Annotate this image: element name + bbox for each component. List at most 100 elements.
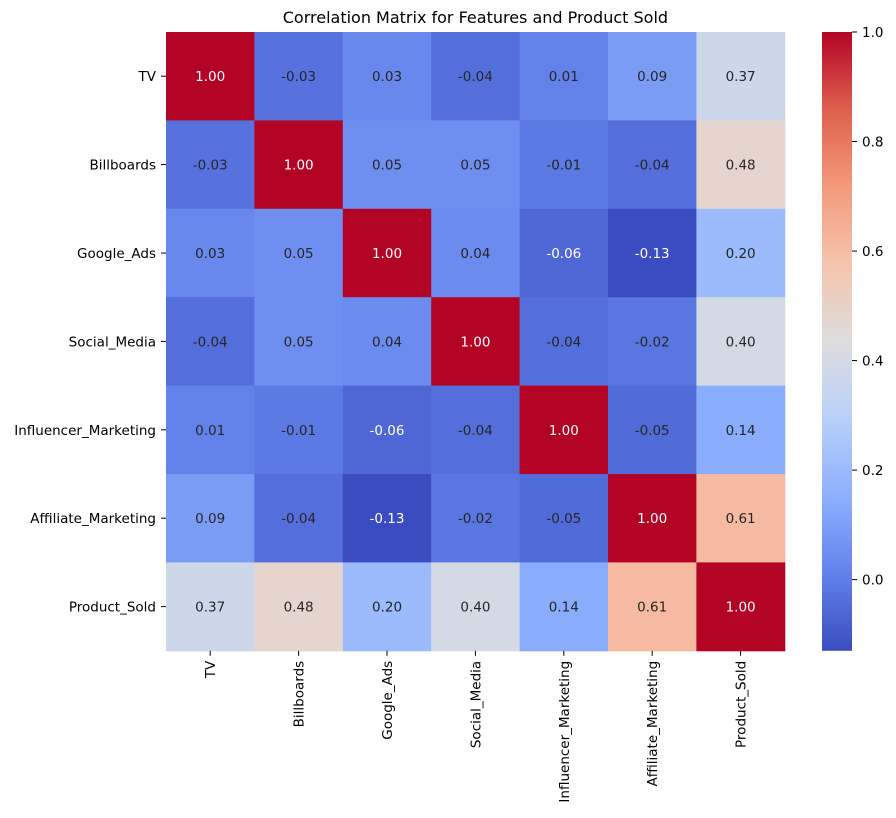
heatmap-cell-4-6 — [696, 385, 786, 475]
cell-label-4-1: -0.01 — [281, 423, 316, 439]
heatmap-cell-5-3 — [431, 474, 521, 563]
cell-label-3-6: 0.40 — [726, 334, 756, 350]
x-tick-label-6: Product_Sold — [734, 661, 750, 748]
cell-label-5-5: 1.00 — [637, 511, 667, 527]
heatmap-cell-6-2 — [342, 562, 432, 652]
cell-label-4-3: -0.04 — [458, 423, 493, 439]
cell-label-2-0: 0.03 — [195, 246, 225, 262]
heatmap-cell-6-4 — [519, 562, 609, 652]
y-tick-label-6: Product_Sold — [69, 600, 156, 616]
cell-label-0-2: 0.03 — [372, 69, 402, 85]
heatmap-cell-5-0 — [166, 474, 255, 563]
heatmap-cell-2-6 — [696, 208, 786, 298]
cell-label-6-0: 0.37 — [195, 600, 225, 616]
heatmap-cell-0-6 — [696, 32, 786, 121]
heatmap-cell-0-1 — [254, 32, 344, 121]
cell-label-2-3: 0.04 — [460, 246, 490, 262]
cell-label-6-2: 0.20 — [372, 600, 402, 616]
cell-label-0-3: -0.04 — [458, 69, 493, 85]
cell-label-1-6: 0.48 — [726, 158, 756, 174]
heatmap-cell-2-1 — [254, 208, 344, 298]
y-tick-label-0: TV — [138, 69, 157, 85]
cell-label-6-5: 0.61 — [637, 600, 667, 616]
heatmap-cell-0-0 — [166, 32, 255, 121]
heatmap-cell-2-2 — [342, 208, 432, 298]
y-tick-label-4: Influencer_Marketing — [14, 423, 156, 439]
cell-label-5-4: -0.05 — [546, 511, 581, 527]
colorbar-tick-label-5: 1.0 — [862, 25, 883, 41]
cell-label-1-4: -0.01 — [546, 158, 581, 174]
heatmap-cell-1-1 — [254, 120, 344, 210]
y-tick-label-5: Affiliate_Marketing — [30, 511, 156, 527]
cell-label-0-5: 0.09 — [637, 69, 667, 85]
heatmap-cell-4-4 — [519, 385, 609, 475]
cell-label-4-4: 1.00 — [549, 423, 579, 439]
cell-label-5-6: 0.61 — [726, 511, 756, 527]
heatmap-cell-4-1 — [254, 385, 344, 475]
cell-label-1-2: 0.05 — [372, 158, 402, 174]
heatmap-cell-1-4 — [519, 120, 609, 210]
heatmap-cell-0-4 — [519, 32, 609, 121]
cell-label-3-0: -0.04 — [193, 334, 228, 350]
heatmap-cell-6-3 — [431, 562, 521, 652]
cell-label-3-3: 1.00 — [460, 334, 490, 350]
cell-label-6-6: 1.00 — [726, 600, 756, 616]
heatmap-cell-4-3 — [431, 385, 521, 475]
heatmap-cell-5-4 — [519, 474, 609, 563]
heatmap-cell-0-3 — [431, 32, 521, 121]
heatmap-cell-2-0 — [166, 208, 255, 298]
heatmap-cell-6-1 — [254, 562, 344, 652]
x-tick-label-2: Google_Ads — [380, 661, 396, 740]
cell-label-0-1: -0.03 — [281, 69, 316, 85]
cell-label-1-5: -0.04 — [635, 158, 670, 174]
heatmap-cell-3-3 — [431, 297, 521, 387]
heatmap-cell-3-0 — [166, 297, 255, 387]
heatmap-cell-3-2 — [342, 297, 432, 387]
cell-label-3-5: -0.02 — [635, 334, 670, 350]
cell-label-6-3: 0.40 — [460, 600, 490, 616]
heatmap-cell-2-4 — [519, 208, 609, 298]
heatmap-cell-6-6 — [696, 562, 786, 652]
heatmap-cell-1-0 — [166, 120, 255, 210]
heatmap-cell-4-0 — [166, 385, 255, 475]
y-tick-label-1: Billboards — [89, 158, 156, 174]
cell-label-1-1: 1.00 — [284, 158, 314, 174]
cell-label-6-1: 0.48 — [284, 600, 314, 616]
heatmap-cell-5-5 — [608, 474, 697, 563]
x-tick-label-5: Affiliate_Marketing — [645, 661, 661, 787]
colorbar-tick-label-1: 0.2 — [862, 463, 883, 479]
heatmap-cell-0-2 — [342, 32, 432, 121]
cell-label-0-0: 1.00 — [195, 69, 225, 85]
cell-label-0-6: 0.37 — [726, 69, 756, 85]
heatmap-cell-4-5 — [608, 385, 697, 475]
cell-label-5-3: -0.02 — [458, 511, 493, 527]
colorbar-tick-label-4: 0.8 — [862, 135, 883, 151]
cell-label-5-0: 0.09 — [195, 511, 225, 527]
heatmap-cell-5-2 — [342, 474, 432, 563]
chart-title: Correlation Matrix for Features and Prod… — [283, 8, 668, 27]
cell-label-4-2: -0.06 — [370, 423, 405, 439]
colorbar-tick-label-3: 0.6 — [862, 244, 883, 260]
heatmap-cell-5-1 — [254, 474, 344, 563]
cell-label-3-2: 0.04 — [372, 334, 402, 350]
heatmap-cell-1-5 — [608, 120, 697, 210]
cell-label-1-3: 0.05 — [460, 158, 490, 174]
cell-label-1-0: -0.03 — [193, 158, 228, 174]
cell-label-2-4: -0.06 — [546, 246, 581, 262]
heatmap-cell-6-0 — [166, 562, 255, 652]
cell-label-0-4: 0.01 — [549, 69, 579, 85]
heatmap-cell-3-6 — [696, 297, 786, 387]
x-tick-label-1: Billboards — [292, 661, 308, 728]
cell-label-5-1: -0.04 — [281, 511, 316, 527]
x-tick-label-3: Social_Media — [468, 661, 484, 748]
cell-label-6-4: 0.14 — [549, 600, 579, 616]
cell-label-2-2: 1.00 — [372, 246, 402, 262]
y-tick-label-2: Google_Ads — [77, 246, 156, 262]
cell-label-2-1: 0.05 — [284, 246, 314, 262]
x-tick-label-4: Influencer_Marketing — [557, 661, 573, 803]
heatmap-cell-6-5 — [608, 562, 697, 652]
cell-label-2-6: 0.20 — [726, 246, 756, 262]
heatmap-cell-3-1 — [254, 297, 344, 387]
